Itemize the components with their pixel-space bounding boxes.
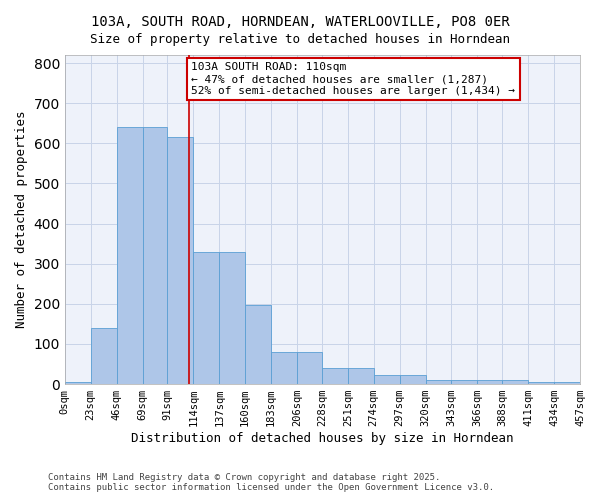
- Bar: [219, 252, 245, 384]
- Bar: [502, 380, 528, 384]
- Bar: [297, 352, 322, 384]
- Bar: [554, 382, 580, 384]
- Text: Size of property relative to detached houses in Horndean: Size of property relative to detached ho…: [90, 32, 510, 46]
- Text: 103A SOUTH ROAD: 110sqm
← 47% of detached houses are smaller (1,287)
52% of semi: 103A SOUTH ROAD: 110sqm ← 47% of detache…: [191, 62, 515, 96]
- Bar: [116, 127, 143, 384]
- Bar: [271, 352, 297, 384]
- Bar: [374, 376, 400, 384]
- Text: Contains HM Land Registry data © Crown copyright and database right 2025.
Contai: Contains HM Land Registry data © Crown c…: [48, 473, 494, 492]
- Bar: [322, 368, 348, 384]
- Bar: [65, 382, 91, 384]
- Bar: [528, 382, 554, 384]
- Bar: [348, 368, 374, 384]
- Bar: [143, 127, 167, 384]
- Bar: [451, 380, 478, 384]
- Bar: [167, 138, 193, 384]
- Bar: [400, 376, 425, 384]
- Bar: [245, 304, 271, 384]
- Bar: [478, 380, 502, 384]
- Text: 103A, SOUTH ROAD, HORNDEAN, WATERLOOVILLE, PO8 0ER: 103A, SOUTH ROAD, HORNDEAN, WATERLOOVILL…: [91, 15, 509, 29]
- Y-axis label: Number of detached properties: Number of detached properties: [15, 111, 28, 328]
- Bar: [91, 328, 116, 384]
- Bar: [193, 252, 219, 384]
- X-axis label: Distribution of detached houses by size in Horndean: Distribution of detached houses by size …: [131, 432, 514, 445]
- Bar: [425, 380, 451, 384]
